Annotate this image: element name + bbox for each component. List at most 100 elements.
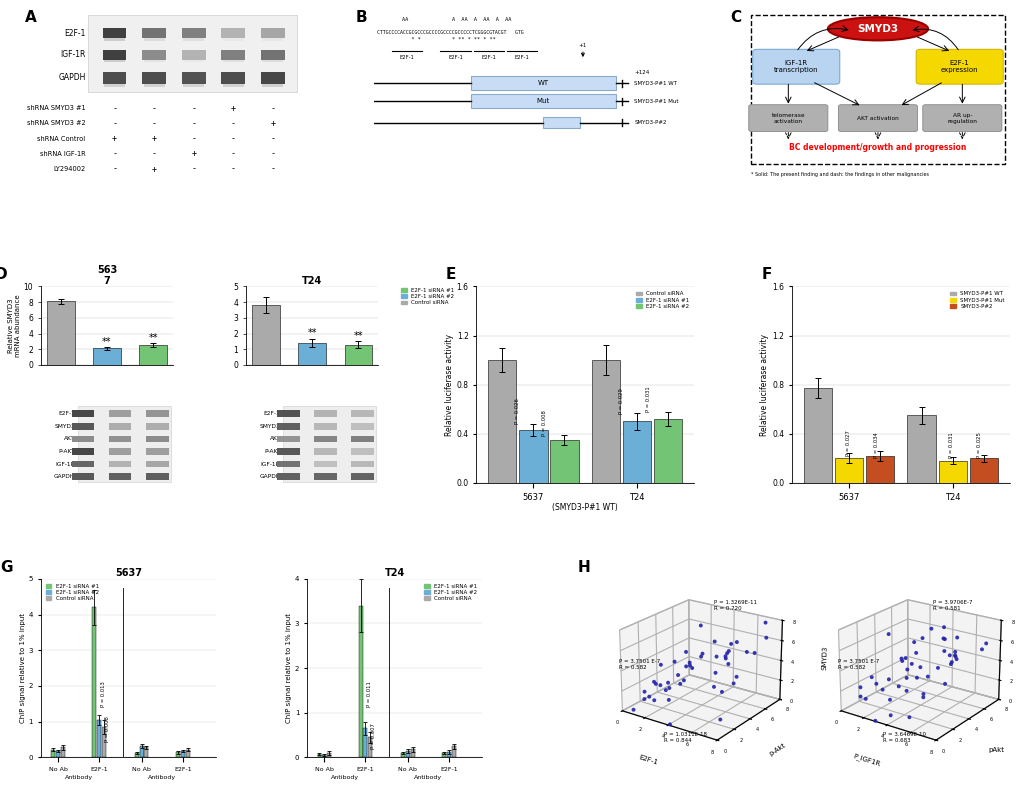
Bar bbox=[314, 436, 336, 442]
Text: B: B bbox=[356, 10, 367, 25]
Bar bbox=[143, 28, 166, 38]
Bar bbox=[140, 746, 144, 757]
FancyBboxPatch shape bbox=[77, 406, 170, 482]
Text: -: - bbox=[270, 104, 275, 113]
Text: **: ** bbox=[102, 337, 112, 347]
Bar bbox=[314, 473, 336, 480]
Text: -: - bbox=[152, 149, 157, 159]
Text: -: - bbox=[191, 104, 196, 113]
Bar bbox=[183, 32, 204, 36]
Bar bbox=[222, 77, 244, 81]
Bar bbox=[327, 753, 331, 757]
Text: E2F-1: E2F-1 bbox=[515, 54, 529, 60]
Text: +: + bbox=[152, 134, 157, 143]
Text: +1: +1 bbox=[578, 43, 587, 47]
Text: -: - bbox=[112, 119, 117, 128]
Text: A: A bbox=[24, 10, 37, 25]
Bar bbox=[411, 750, 414, 757]
Bar bbox=[180, 751, 184, 757]
Legend: SMYD3-P#1 WT, SMYD3-P#1 Mut, SMYD3-P#2: SMYD3-P#1 WT, SMYD3-P#1 Mut, SMYD3-P#2 bbox=[947, 290, 1006, 311]
Text: **: ** bbox=[149, 333, 158, 342]
Bar bbox=[351, 410, 373, 417]
Bar bbox=[221, 28, 245, 38]
Y-axis label: ChIP signal relative to 1% input: ChIP signal relative to 1% input bbox=[19, 613, 25, 724]
Bar bbox=[549, 440, 578, 483]
Bar bbox=[103, 28, 126, 38]
Text: LY294002: LY294002 bbox=[53, 166, 86, 172]
Bar bbox=[183, 37, 204, 41]
Text: AKT: AKT bbox=[269, 436, 280, 441]
Text: IGF-1R: IGF-1R bbox=[60, 50, 86, 59]
Text: +: + bbox=[112, 134, 117, 143]
Text: -: - bbox=[191, 119, 196, 128]
Bar bbox=[221, 50, 245, 60]
Text: AKT activation: AKT activation bbox=[856, 116, 898, 121]
Bar bbox=[146, 461, 168, 467]
Bar bbox=[314, 423, 336, 430]
Text: AKT: AKT bbox=[64, 436, 75, 441]
Text: +124: +124 bbox=[634, 70, 649, 75]
Bar bbox=[834, 458, 862, 483]
Bar bbox=[907, 415, 935, 483]
Text: E2F-1: E2F-1 bbox=[399, 54, 414, 60]
Bar bbox=[803, 388, 832, 483]
Bar bbox=[109, 410, 131, 417]
Bar bbox=[183, 58, 204, 62]
Text: P = 0.008: P = 0.008 bbox=[105, 716, 110, 742]
Bar bbox=[351, 448, 373, 454]
Text: IGF-1R
transcription: IGF-1R transcription bbox=[773, 60, 817, 73]
Bar bbox=[97, 720, 101, 757]
Bar bbox=[71, 436, 95, 442]
Text: -: - bbox=[270, 164, 275, 174]
Bar bbox=[222, 53, 244, 57]
Legend: E2F-1 siRNA #1, E2F-1 siRNA #2, Control siRNA: E2F-1 siRNA #1, E2F-1 siRNA #2, Control … bbox=[44, 581, 101, 604]
Bar bbox=[104, 32, 125, 36]
Bar bbox=[183, 53, 204, 57]
Text: SMYD3-P#1 WT: SMYD3-P#1 WT bbox=[634, 80, 677, 86]
Text: shRNA SMYD3 #1: shRNA SMYD3 #1 bbox=[26, 105, 86, 111]
Bar bbox=[103, 72, 126, 84]
Bar bbox=[277, 473, 300, 480]
Bar bbox=[109, 461, 131, 467]
Bar bbox=[51, 750, 55, 757]
Bar bbox=[277, 436, 300, 442]
Bar bbox=[145, 747, 148, 757]
Title: 5637: 5637 bbox=[115, 568, 142, 578]
Ellipse shape bbox=[827, 17, 927, 40]
Bar bbox=[144, 53, 164, 57]
FancyBboxPatch shape bbox=[89, 16, 297, 92]
Bar bbox=[183, 82, 204, 87]
FancyBboxPatch shape bbox=[470, 76, 615, 91]
Text: P = 1.0311E-18
R = 0.844: P = 1.0311E-18 R = 0.844 bbox=[663, 732, 706, 743]
X-axis label: P_IGF1R: P_IGF1R bbox=[852, 753, 880, 768]
Text: -: - bbox=[112, 149, 117, 159]
Legend: Control siRNA, E2F-1 siRNA #1, E2F-1 siRNA #2: Control siRNA, E2F-1 siRNA #1, E2F-1 siR… bbox=[633, 290, 691, 311]
Bar bbox=[277, 448, 300, 454]
Bar bbox=[71, 423, 95, 430]
Text: G: G bbox=[0, 560, 12, 575]
Text: GAPDH: GAPDH bbox=[58, 73, 86, 82]
Bar bbox=[442, 753, 445, 757]
Text: P = 3.7501 E-7
R = 0.582: P = 3.7501 E-7 R = 0.582 bbox=[838, 659, 878, 670]
Bar bbox=[262, 77, 283, 81]
Y-axis label: pAkt: pAkt bbox=[987, 746, 1004, 753]
Text: * Solid: The present finding and dash: the findings in other malignancies: * Solid: The present finding and dash: t… bbox=[751, 172, 928, 177]
Text: Antibody: Antibody bbox=[64, 776, 93, 780]
Bar bbox=[61, 747, 65, 757]
Text: SMYD3: SMYD3 bbox=[857, 24, 898, 34]
Text: P = 1.3269E-11
R = 0.720: P = 1.3269E-11 R = 0.720 bbox=[713, 600, 756, 611]
Text: IGF-1R: IGF-1R bbox=[56, 462, 75, 466]
Text: C: C bbox=[730, 10, 741, 25]
Text: **: ** bbox=[307, 328, 317, 338]
Bar bbox=[146, 448, 168, 454]
Text: SMYD3-P#2: SMYD3-P#2 bbox=[634, 120, 666, 125]
Bar bbox=[344, 345, 372, 365]
Text: H: H bbox=[578, 560, 590, 575]
Text: E2F-1: E2F-1 bbox=[264, 411, 280, 417]
Y-axis label: Relative luciferase activity: Relative luciferase activity bbox=[444, 334, 453, 436]
Bar bbox=[103, 50, 126, 60]
Text: P-AKT: P-AKT bbox=[264, 449, 280, 454]
Bar bbox=[109, 436, 131, 442]
Bar bbox=[146, 423, 168, 430]
Text: E2F-1: E2F-1 bbox=[481, 54, 496, 60]
